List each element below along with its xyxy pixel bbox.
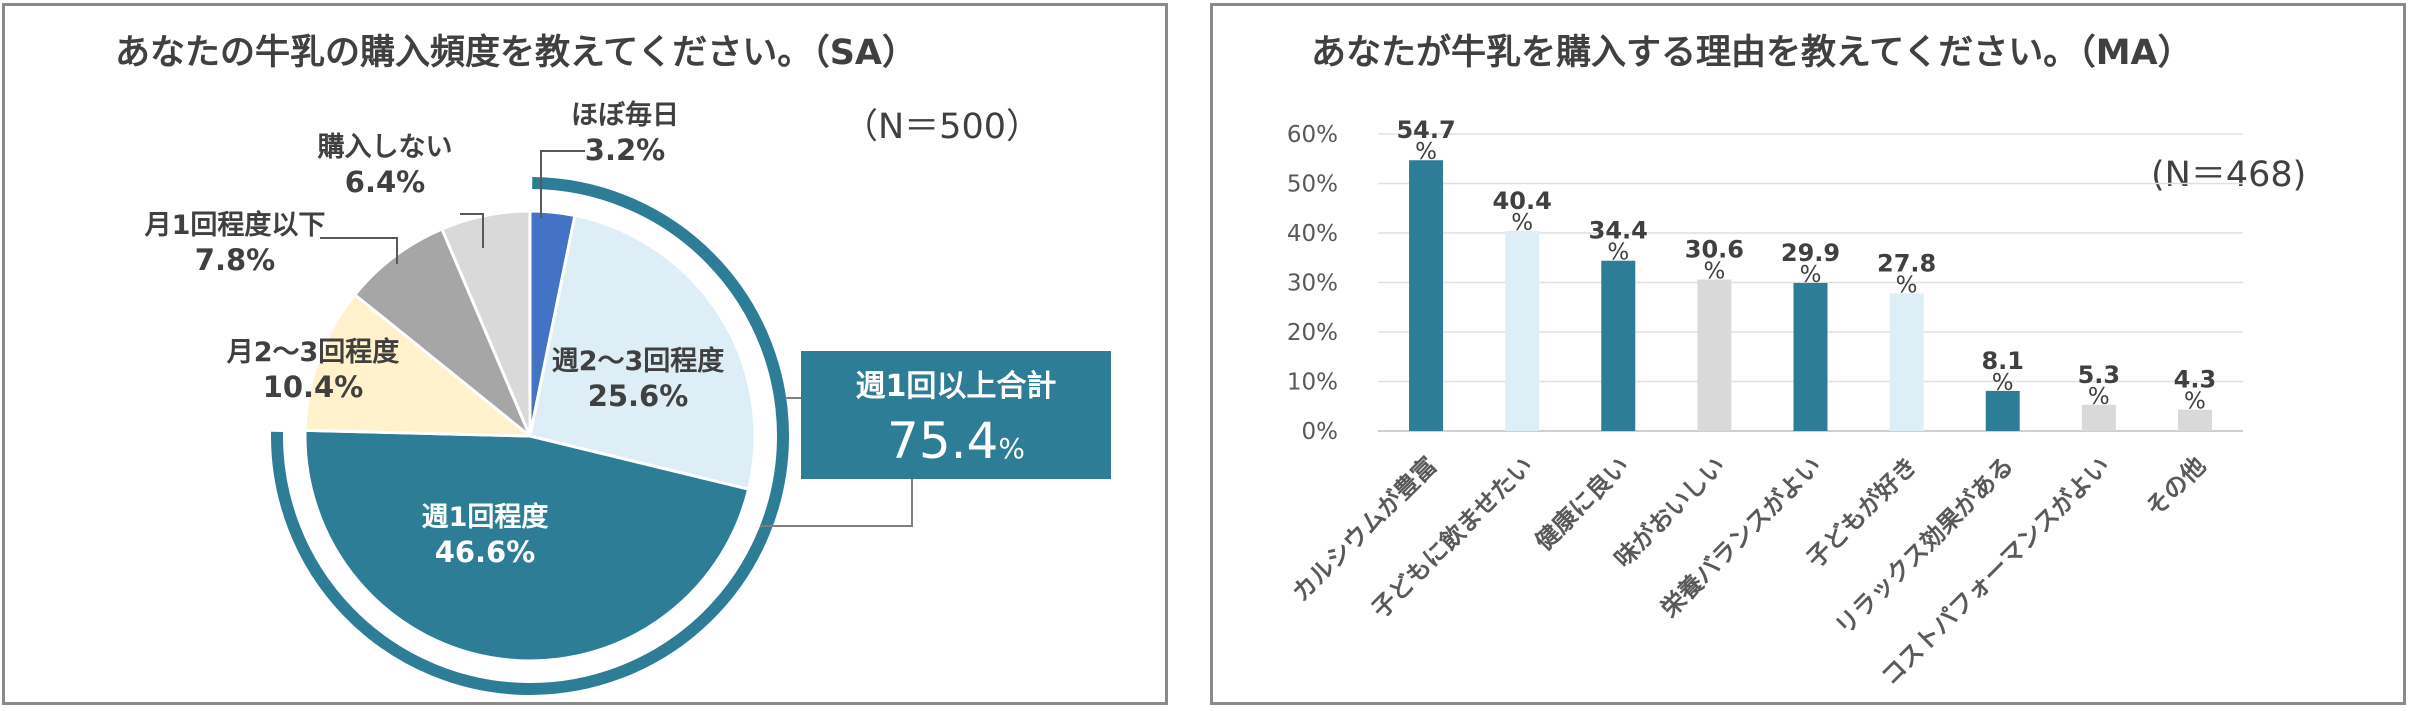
pie-value-2: 25.6% <box>588 379 689 413</box>
pie-slice-5 <box>352 226 532 438</box>
pie-label-3: 週1回程度 <box>422 501 549 533</box>
bar-chart-title: あなたが牛乳を購入する理由を教えてください。（MA） <box>1311 33 2193 73</box>
pie-value-5: 7.8% <box>195 243 275 277</box>
bar-6 <box>1889 293 1924 431</box>
leader-line-5 <box>320 237 398 264</box>
x-tick-label: 栄養バランスがよい <box>1655 451 1827 623</box>
leader-line-6 <box>460 213 484 248</box>
bar-3 <box>1601 260 1636 431</box>
y-tick-label: 60% <box>1287 122 1338 148</box>
leader-line-1 <box>540 150 585 218</box>
y-tick-label: 10% <box>1287 370 1338 396</box>
bar-7 <box>1985 390 2020 431</box>
callout-title: 週1回以上合計 <box>856 369 1057 404</box>
weekly-total-ring <box>271 177 789 695</box>
pie-label-2: 週2～3回程度 <box>552 345 725 377</box>
pie-chart-panel: あなたの牛乳の購入頻度を教えてください。（SA） （N＝500） ほぼ毎日 3.2… <box>2 3 1168 705</box>
pie-value-1: 3.2% <box>585 133 665 167</box>
bar-value-unit: % <box>1703 259 1725 285</box>
bar-value-label: 34.4 <box>1589 217 1648 245</box>
bar-sample-size: (N＝468) <box>2151 155 2307 195</box>
bar-9 <box>2177 409 2212 431</box>
y-tick-label: 0% <box>1302 419 1339 445</box>
pie-value-3: 46.6% <box>435 535 536 569</box>
bar-4 <box>1697 279 1732 431</box>
y-tick-label: 40% <box>1287 221 1338 247</box>
bar-value-unit: % <box>1607 240 1629 266</box>
bar-value-unit: % <box>2088 384 2110 410</box>
pie-label-4: 月2～3回程度 <box>226 336 400 368</box>
y-tick-label: 30% <box>1287 271 1338 297</box>
bar-value-label: 5.3 <box>2078 361 2121 389</box>
bar-value-unit: % <box>2184 389 2206 415</box>
bar-value-label: 4.3 <box>2174 366 2217 394</box>
bar-value-label: 29.9 <box>1781 239 1840 267</box>
y-tick-label: 50% <box>1287 172 1338 198</box>
bar-value-label: 54.7 <box>1396 116 1455 144</box>
bar-value-unit: % <box>1800 262 1822 288</box>
pie-chart-title: あなたの牛乳の購入頻度を教えてください。（SA） <box>115 33 917 73</box>
x-tick-label: その他 <box>2140 451 2211 522</box>
bar-8 <box>2081 404 2116 431</box>
bar-value-unit: % <box>1992 370 2014 396</box>
pie-slice-2 <box>528 213 757 492</box>
pie-slice-6 <box>439 209 532 437</box>
bar-value-label: 30.6 <box>1685 236 1744 264</box>
bar-chart: 0%10%20%30%40%50%60% 54.7%カルシウムが豊富40.4%子ど… <box>1287 116 2243 691</box>
bar-value-label: 40.4 <box>1493 187 1552 215</box>
bar-5 <box>1793 282 1828 431</box>
pie-label-5: 月1回程度以下 <box>144 209 326 241</box>
pie-value-4: 10.4% <box>263 370 364 404</box>
pie-slice-3 <box>303 428 751 663</box>
bar-value-unit: % <box>1896 272 1918 298</box>
bar-value-unit: % <box>1415 139 1437 165</box>
x-tick-label: 子どもに飲ませたい <box>1366 451 1538 623</box>
pie-sample-size: （N＝500） <box>843 107 1041 147</box>
pie-slice-4 <box>303 292 535 438</box>
pie-value-6: 6.4% <box>345 165 425 199</box>
pie-label-6: 購入しない <box>318 132 453 163</box>
callout-value-number: 75.4 <box>887 412 998 470</box>
x-tick-label: リラックス効果がある <box>1830 451 2019 640</box>
weekly-total-callout <box>801 351 1111 479</box>
bar-value-unit: % <box>1511 210 1533 236</box>
bar-1 <box>1409 160 1444 432</box>
pie-label-1: ほぼ毎日 <box>571 100 679 131</box>
bar-chart-panel: あなたが牛乳を購入する理由を教えてください。（MA） (N＝468) 0% 10%… <box>1210 3 2406 705</box>
callout-value-unit: % <box>998 432 1025 465</box>
bar-value-label: 27.8 <box>1877 249 1936 277</box>
x-tick-label: 健康に良い <box>1530 451 1635 556</box>
callout-value: 75.4% <box>887 412 1025 470</box>
bar-2 <box>1505 231 1540 431</box>
bar-value-label: 8.1 <box>1981 347 2024 375</box>
y-tick-label: 20% <box>1287 320 1338 346</box>
